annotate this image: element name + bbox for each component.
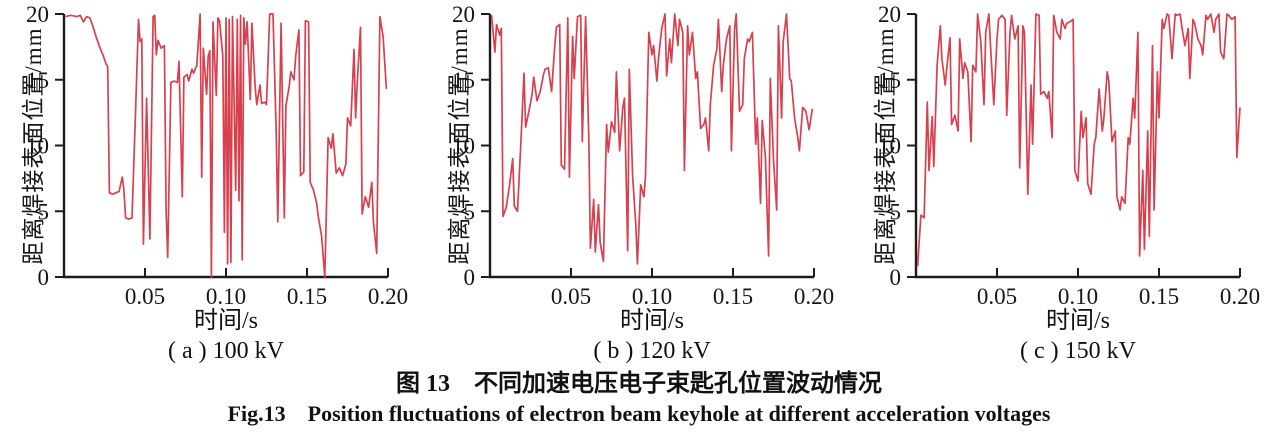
- y-tick-label: 10: [452, 134, 475, 159]
- y-tick-label: 0: [890, 265, 902, 290]
- x-tick-label: 0.20: [368, 284, 408, 308]
- x-tick-label: 0.05: [125, 284, 165, 308]
- line-chart-a: 0 5 10 15 20 0.05 0.10 0.15 0.20: [26, 2, 408, 308]
- data-line: [65, 13, 388, 278]
- y-tick-label: 15: [452, 68, 475, 93]
- x-axis-label-a: 时间/s: [193, 308, 258, 334]
- y-tick-label: 15: [878, 68, 901, 93]
- chart-block-a: 0 5 10 15 20 0.05 0.10 0.15 0.20 距离焊接表面位置/mm 时间/…: [0, 0, 426, 364]
- x-axis-label-b: 时间/s: [619, 308, 684, 334]
- data-line: [916, 13, 1241, 267]
- charts-row: 0 5 10 15 20 0.05 0.10 0.15 0.20 距离焊接表面位置/mm 时间/…: [0, 0, 1278, 364]
- subcaption-c: ( c ) 150 kV: [1020, 338, 1136, 364]
- y-axis-label-a: 距离焊接表面位置/mm: [21, 27, 46, 265]
- y-tick-label: 20: [878, 2, 901, 27]
- figure-caption-en: Fig.13 Position fluctuations of electron…: [227, 401, 1051, 426]
- x-tick-label: 0.15: [1139, 284, 1179, 308]
- y-tick-label: 5: [464, 199, 476, 224]
- data-line: [490, 13, 814, 265]
- x-tick-label: 0.10: [632, 284, 672, 308]
- y-tick-label: 20: [452, 2, 475, 27]
- y-tick-label: 10: [26, 134, 49, 159]
- x-tick-label: 0.20: [794, 284, 834, 308]
- y-tick-label: 5: [890, 199, 902, 224]
- x-tick-label: 0.10: [206, 284, 246, 308]
- subcaption-b: ( b ) 120 kV: [593, 338, 711, 364]
- figure-caption-zh: 图 13 不同加速电压电子束匙孔位置波动情况: [396, 371, 882, 397]
- x-tick-label: 0.20: [1220, 284, 1260, 308]
- y-tick-label: 20: [26, 2, 49, 27]
- x-axis-label-c: 时间/s: [1045, 308, 1110, 334]
- chart-block-c: 0 5 10 15 20 0.05 0.10 0.15 0.20 距离焊接表面位置/mm 时间/…: [852, 0, 1278, 364]
- y-tick-label: 0: [38, 265, 50, 290]
- y-tick-label: 15: [26, 68, 49, 93]
- line-chart-c: 0 5 10 15 20 0.05 0.10 0.15 0.20: [878, 2, 1260, 308]
- y-tick-label: 5: [38, 199, 50, 224]
- y-axis-label-b: 距离焊接表面位置/mm: [447, 27, 472, 265]
- y-tick-label: 10: [878, 134, 901, 159]
- line-chart-b: 0 5 10 15 20 0.05 0.10 0.15 0.20: [452, 2, 834, 308]
- x-tick-label: 0.05: [977, 284, 1017, 308]
- x-tick-label: 0.15: [287, 284, 327, 308]
- y-axis-label-c: 距离焊接表面位置/mm: [873, 27, 898, 265]
- x-tick-label: 0.15: [713, 284, 753, 308]
- x-tick-label: 0.10: [1058, 284, 1098, 308]
- y-tick-label: 0: [464, 265, 476, 290]
- chart-block-b: 0 5 10 15 20 0.05 0.10 0.15 0.20 距离焊接表面位置/mm 时间/…: [426, 0, 852, 364]
- x-tick-label: 0.05: [551, 284, 591, 308]
- subcaption-a: ( a ) 100 kV: [168, 338, 284, 364]
